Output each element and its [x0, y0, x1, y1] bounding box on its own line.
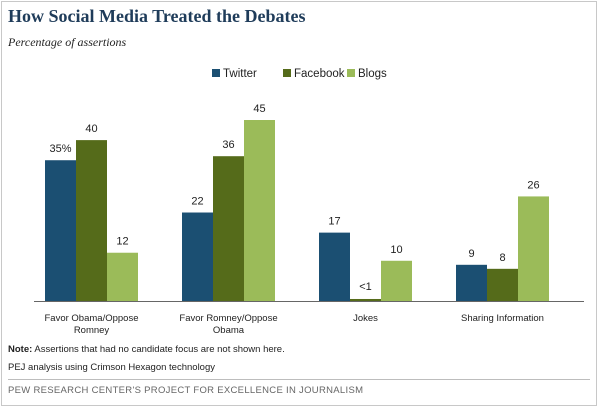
chart-subtitle: Percentage of assertions — [8, 35, 127, 49]
category-label-0-0: Favor Obama/Oppose — [45, 313, 139, 324]
data-label-twitter-3: 9 — [468, 248, 474, 260]
bar-blogs-3 — [518, 196, 549, 301]
legend-swatch-twitter — [212, 69, 220, 77]
category-label-0-1: Romney — [74, 325, 110, 336]
category-label-3-0: Sharing Information — [461, 313, 544, 324]
footer-divider — [8, 379, 590, 380]
bar-facebook-3 — [487, 268, 518, 301]
legend-label-facebook: Facebook — [294, 68, 345, 80]
data-label-blogs-2: 10 — [390, 244, 402, 256]
data-label-facebook-1: 36 — [222, 139, 234, 151]
data-label-blogs-1: 45 — [253, 103, 265, 115]
footer-credit: PEW RESEARCH CENTER'S PROJECT FOR EXCELL… — [8, 385, 364, 396]
category-label-1-0: Favor Romney/Oppose — [179, 313, 277, 324]
note-text: Assertions that had no candidate focus a… — [34, 344, 285, 355]
bar-blogs-0 — [107, 252, 138, 301]
data-label-facebook-0: 40 — [85, 123, 97, 135]
legend-swatch-facebook — [283, 69, 291, 77]
bar-blogs-2 — [381, 260, 412, 301]
data-label-facebook-2: <1 — [359, 281, 372, 293]
legend-swatch-blogs — [347, 69, 355, 77]
bar-twitter-3 — [456, 264, 487, 301]
data-label-facebook-3: 8 — [499, 252, 505, 264]
bar-facebook-0 — [76, 140, 107, 301]
bar-facebook-2 — [350, 298, 381, 301]
category-label-2-0: Jokes — [353, 313, 378, 324]
bar-twitter-0 — [45, 160, 76, 301]
chart-source: PEJ analysis using Crimson Hexagon techn… — [8, 362, 215, 373]
data-label-blogs-0: 12 — [116, 236, 128, 248]
bar-facebook-1 — [213, 156, 244, 301]
data-label-twitter-1: 22 — [191, 196, 203, 208]
data-label-blogs-3: 26 — [527, 179, 539, 191]
category-label-1-1: Obama — [213, 325, 245, 336]
bar-twitter-2 — [319, 232, 350, 301]
bar-blogs-1 — [244, 120, 275, 301]
bar-twitter-1 — [182, 212, 213, 301]
note-label: Note: — [8, 344, 33, 355]
data-label-twitter-0: 35% — [49, 143, 71, 155]
chart-note: Note: Assertions that had no candidate f… — [8, 344, 285, 355]
chart-title: How Social Media Treated the Debates — [8, 6, 306, 26]
bar-chart: Twitter Facebook Blogs 35% 40 12 Favor Obama/O… — [34, 68, 584, 336]
data-label-twitter-2: 17 — [328, 216, 340, 228]
legend-label-blogs: Blogs — [358, 68, 387, 80]
legend-label-twitter: Twitter — [223, 68, 257, 80]
